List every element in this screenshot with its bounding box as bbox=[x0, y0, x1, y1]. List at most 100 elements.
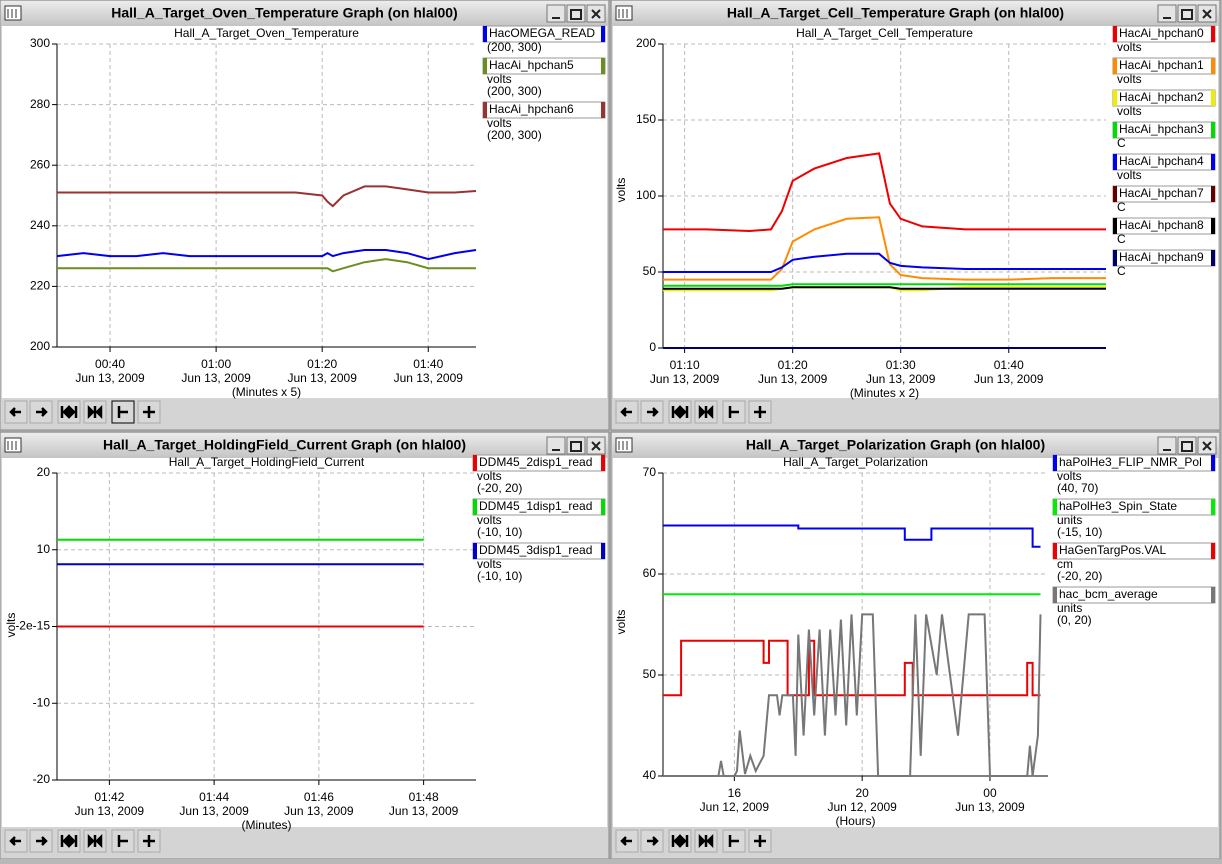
toolbar-button-icon bbox=[754, 835, 766, 847]
y-tick-label: -10 bbox=[33, 695, 51, 709]
legend-name: HacAi_hpchan5 bbox=[489, 58, 574, 72]
maximize-button[interactable] bbox=[566, 4, 586, 23]
toolbar-button[interactable] bbox=[668, 400, 692, 424]
toolbar-button[interactable] bbox=[137, 829, 161, 853]
chart-canvas bbox=[613, 26, 1218, 398]
x-tick-label: Jun 12, 2009 bbox=[700, 800, 770, 814]
toolbar-button[interactable] bbox=[722, 829, 746, 853]
series-line bbox=[57, 185, 477, 208]
y-tick-label: 150 bbox=[636, 112, 656, 126]
legend-units: C bbox=[1117, 136, 1126, 150]
x-tick-label: 01:20 bbox=[778, 358, 808, 372]
close-button[interactable] bbox=[1197, 436, 1217, 455]
chart-canvas bbox=[2, 458, 607, 827]
maximize-button[interactable] bbox=[1177, 4, 1197, 23]
close-button[interactable] bbox=[1197, 4, 1217, 23]
legend-swatch bbox=[1211, 122, 1215, 138]
toolbar-button-icon bbox=[117, 835, 128, 847]
legend-swatch bbox=[1113, 26, 1117, 42]
legend-range: (-10, 10) bbox=[477, 569, 522, 583]
maximize-button-icon bbox=[1181, 441, 1193, 452]
toolbar-button[interactable] bbox=[694, 400, 718, 424]
toolbar-button[interactable] bbox=[615, 829, 639, 853]
window-icon-grid bbox=[7, 441, 17, 450]
legend-name: HaGenTargPos.VAL bbox=[1059, 543, 1166, 557]
toolbar-button[interactable] bbox=[668, 829, 692, 853]
toolbar-button[interactable] bbox=[694, 829, 718, 853]
minimize-button[interactable] bbox=[1157, 4, 1177, 23]
chart-title: Hall_A_Target_Polarization bbox=[783, 455, 928, 469]
x-tick-label: Jun 13, 2009 bbox=[974, 372, 1044, 386]
minimize-button[interactable] bbox=[546, 436, 566, 455]
y-tick-label: 70 bbox=[643, 465, 657, 479]
toolbar-button[interactable] bbox=[29, 400, 53, 424]
toolbar-button-icon bbox=[9, 836, 21, 846]
x-axis-label: (Hours) bbox=[835, 814, 875, 828]
maximize-button[interactable] bbox=[566, 436, 586, 455]
toolbar-button[interactable] bbox=[111, 400, 135, 424]
close-button[interactable] bbox=[586, 436, 606, 455]
y-tick-label: 20 bbox=[37, 465, 51, 479]
y-tick-label: 10 bbox=[37, 542, 51, 556]
toolbar-button-icon bbox=[671, 404, 689, 420]
legend-swatch bbox=[1113, 58, 1117, 74]
legend-name: HacAi_hpchan8 bbox=[1119, 218, 1204, 232]
y-tick-label: 220 bbox=[30, 279, 50, 293]
x-tick-label: 01:42 bbox=[94, 790, 124, 804]
series-line bbox=[663, 286, 1106, 290]
legend-swatch bbox=[601, 102, 605, 118]
legend-units: volts bbox=[487, 116, 512, 130]
x-tick-label: Jun 13, 2009 bbox=[758, 372, 828, 386]
toolbar-button-icon bbox=[620, 407, 632, 417]
legend-swatch bbox=[1211, 154, 1215, 170]
x-axis-label: (Minutes) bbox=[241, 818, 291, 832]
window-icon bbox=[615, 5, 633, 21]
x-tick-label: 16 bbox=[728, 786, 742, 800]
toolbar-button[interactable] bbox=[111, 829, 135, 853]
legend-swatch bbox=[1211, 499, 1215, 515]
toolbar-button-icon bbox=[60, 404, 78, 420]
minimize-button[interactable] bbox=[546, 4, 566, 23]
toolbar-button[interactable] bbox=[29, 829, 53, 853]
toolbar-button[interactable] bbox=[4, 829, 28, 853]
toolbar-button[interactable] bbox=[83, 400, 107, 424]
toolbar-button[interactable] bbox=[640, 829, 664, 853]
toolbar-button[interactable] bbox=[137, 400, 161, 424]
x-tick-label: 01:46 bbox=[304, 790, 334, 804]
toolbar-button[interactable] bbox=[748, 829, 772, 853]
y-tick-label: 240 bbox=[30, 218, 50, 232]
toolbar-button[interactable] bbox=[640, 400, 664, 424]
legend-range: (0, 20) bbox=[1057, 613, 1092, 627]
toolbar-button[interactable] bbox=[4, 400, 28, 424]
y-tick-label: -2e-15 bbox=[15, 619, 50, 633]
legend-swatch bbox=[1211, 58, 1215, 74]
legend-swatch bbox=[601, 58, 605, 74]
legend-units: units bbox=[1057, 513, 1082, 527]
toolbar-button[interactable] bbox=[57, 829, 81, 853]
y-axis-label: volts bbox=[614, 178, 628, 203]
maximize-button[interactable] bbox=[1177, 436, 1197, 455]
toolbar-button[interactable] bbox=[83, 829, 107, 853]
legend-swatch bbox=[601, 499, 605, 515]
legend-units: volts bbox=[1117, 168, 1142, 182]
toolbar-button[interactable] bbox=[615, 400, 639, 424]
close-button[interactable] bbox=[586, 4, 606, 23]
legend-swatch bbox=[473, 499, 477, 515]
toolbar-button-icon bbox=[87, 404, 103, 420]
minimize-button[interactable] bbox=[1157, 436, 1177, 455]
legend-name: haPolHe3_Spin_State bbox=[1059, 499, 1177, 513]
y-tick-label: 50 bbox=[643, 667, 657, 681]
window-icon bbox=[4, 5, 22, 21]
x-tick-label: 00 bbox=[983, 786, 997, 800]
y-tick-label: 60 bbox=[643, 566, 657, 580]
x-tick-label: Jun 13, 2009 bbox=[179, 804, 249, 818]
legend-swatch bbox=[1113, 218, 1117, 234]
toolbar-button[interactable] bbox=[722, 400, 746, 424]
legend-name: HacAi_hpchan1 bbox=[1119, 58, 1204, 72]
title-bar bbox=[1, 433, 608, 458]
title-bar bbox=[612, 1, 1219, 26]
toolbar-button[interactable] bbox=[748, 400, 772, 424]
toolbar-button[interactable] bbox=[57, 400, 81, 424]
window: Hall_A_Target_HoldingField_Current Graph… bbox=[0, 431, 610, 860]
series-line bbox=[663, 283, 1106, 287]
